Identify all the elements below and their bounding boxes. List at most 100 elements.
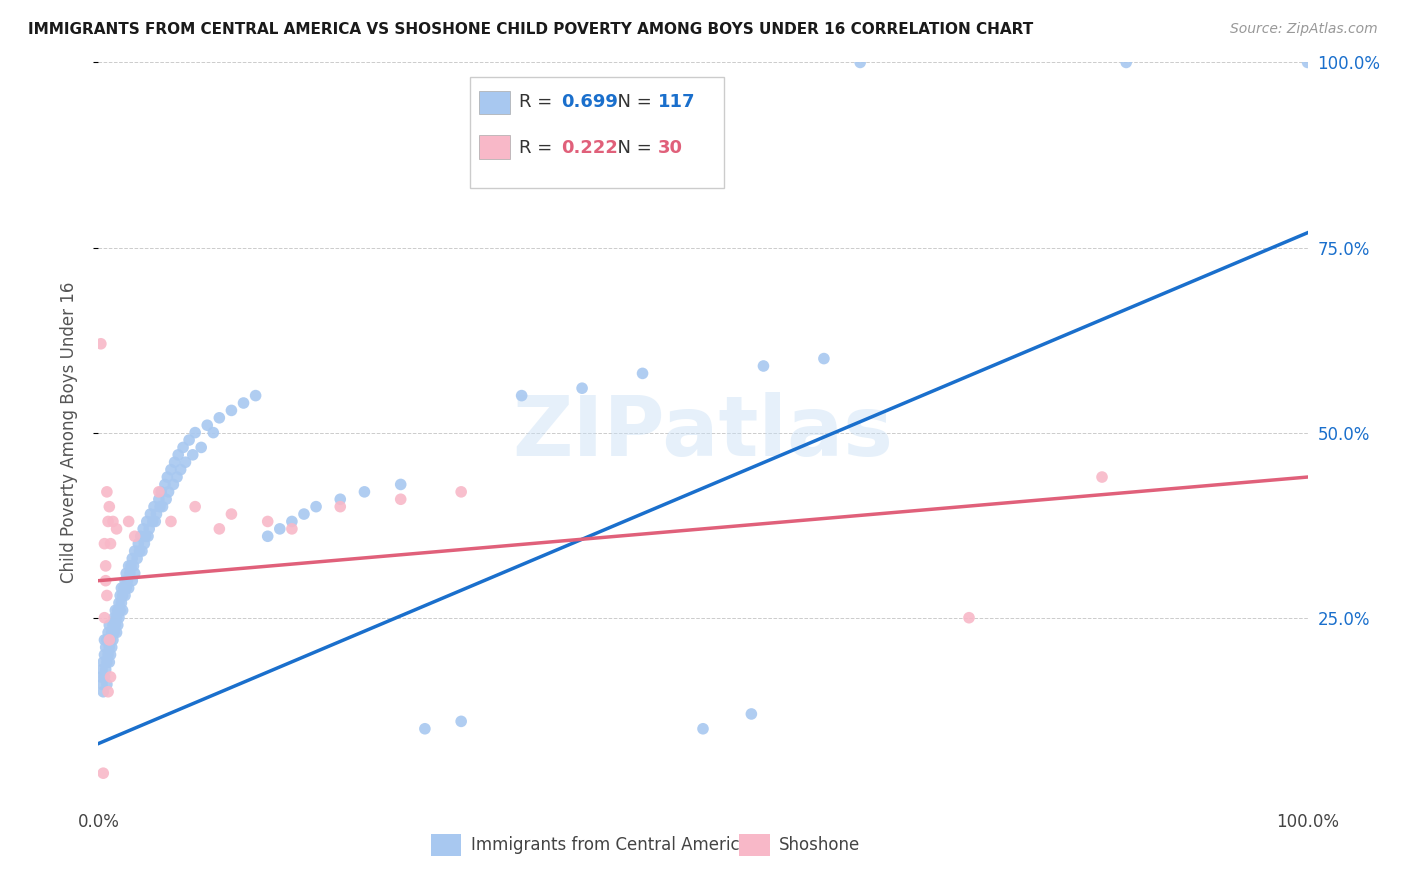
Point [221, 403, 243, 417]
Point [157, 484, 180, 499]
Point [389, 477, 412, 491]
Text: 0.222: 0.222 [561, 138, 619, 157]
Point [232, 396, 254, 410]
Point [105, 610, 128, 624]
Text: N =: N = [606, 93, 658, 111]
Point [129, 529, 152, 543]
Point [100, 536, 122, 550]
Point [124, 544, 146, 558]
FancyBboxPatch shape [479, 135, 509, 159]
Point [160, 515, 183, 529]
Point [353, 484, 375, 499]
Point [96, 655, 118, 669]
Point [100, 640, 122, 655]
Point [142, 515, 165, 529]
Point [281, 522, 304, 536]
Point [115, 566, 138, 581]
Point [100, 625, 122, 640]
Point [1115, 55, 1137, 70]
Point [94, 558, 117, 573]
Point [101, 618, 124, 632]
Point [103, 625, 125, 640]
FancyBboxPatch shape [432, 834, 461, 856]
Point [256, 529, 278, 543]
Point [101, 632, 124, 647]
Point [1296, 55, 1319, 70]
Point [181, 448, 204, 462]
Point [167, 448, 190, 462]
Point [127, 536, 149, 550]
Text: Shoshone: Shoshone [779, 836, 860, 854]
Point [98, 640, 121, 655]
Point [138, 522, 160, 536]
Point [692, 722, 714, 736]
Point [571, 381, 593, 395]
Point [100, 670, 122, 684]
FancyBboxPatch shape [470, 78, 724, 188]
Text: 117: 117 [658, 93, 696, 111]
Point [148, 492, 170, 507]
FancyBboxPatch shape [479, 91, 509, 114]
Point [118, 581, 141, 595]
Text: Source: ZipAtlas.com: Source: ZipAtlas.com [1230, 22, 1378, 37]
Point [160, 462, 183, 476]
Point [91, 685, 114, 699]
Point [94, 663, 117, 677]
Point [101, 515, 124, 529]
Point [292, 507, 315, 521]
Point [121, 574, 143, 588]
Point [152, 500, 174, 514]
Point [166, 470, 188, 484]
Point [128, 544, 150, 558]
Point [174, 455, 197, 469]
Point [104, 618, 127, 632]
Point [256, 515, 278, 529]
Point [202, 425, 225, 440]
Point [813, 351, 835, 366]
Point [329, 492, 352, 507]
Point [91, 655, 114, 669]
Point [122, 558, 145, 573]
Point [329, 500, 352, 514]
Point [97, 685, 120, 699]
Point [150, 484, 173, 499]
Point [107, 618, 129, 632]
Point [93, 610, 115, 624]
Point [169, 462, 191, 476]
Text: R =: R = [519, 138, 558, 157]
Point [134, 536, 156, 550]
Point [114, 574, 136, 588]
Point [143, 500, 166, 514]
Point [93, 536, 115, 550]
Point [184, 425, 207, 440]
Point [111, 589, 134, 603]
Point [96, 632, 118, 647]
Point [190, 441, 212, 455]
Point [111, 603, 134, 617]
Point [132, 522, 155, 536]
Point [163, 455, 186, 469]
Point [124, 529, 146, 543]
Point [93, 648, 115, 662]
Point [110, 581, 132, 595]
Point [112, 581, 135, 595]
Point [184, 500, 207, 514]
Text: R =: R = [519, 93, 558, 111]
Point [98, 632, 121, 647]
Point [156, 470, 179, 484]
Point [91, 677, 114, 691]
Text: N =: N = [606, 138, 658, 157]
Point [94, 640, 117, 655]
Text: IMMIGRANTS FROM CENTRAL AMERICA VS SHOSHONE CHILD POVERTY AMONG BOYS UNDER 16 CO: IMMIGRANTS FROM CENTRAL AMERICA VS SHOSH… [28, 22, 1033, 37]
Point [450, 484, 472, 499]
Point [114, 589, 136, 603]
Text: Immigrants from Central America: Immigrants from Central America [471, 836, 749, 854]
Point [98, 500, 121, 514]
Point [179, 433, 201, 447]
Point [90, 670, 112, 684]
Text: 30: 30 [658, 138, 683, 157]
Y-axis label: Child Poverty Among Boys Under 16: Child Poverty Among Boys Under 16 [59, 282, 77, 583]
Point [103, 610, 125, 624]
Point [108, 603, 131, 617]
Point [120, 558, 142, 573]
